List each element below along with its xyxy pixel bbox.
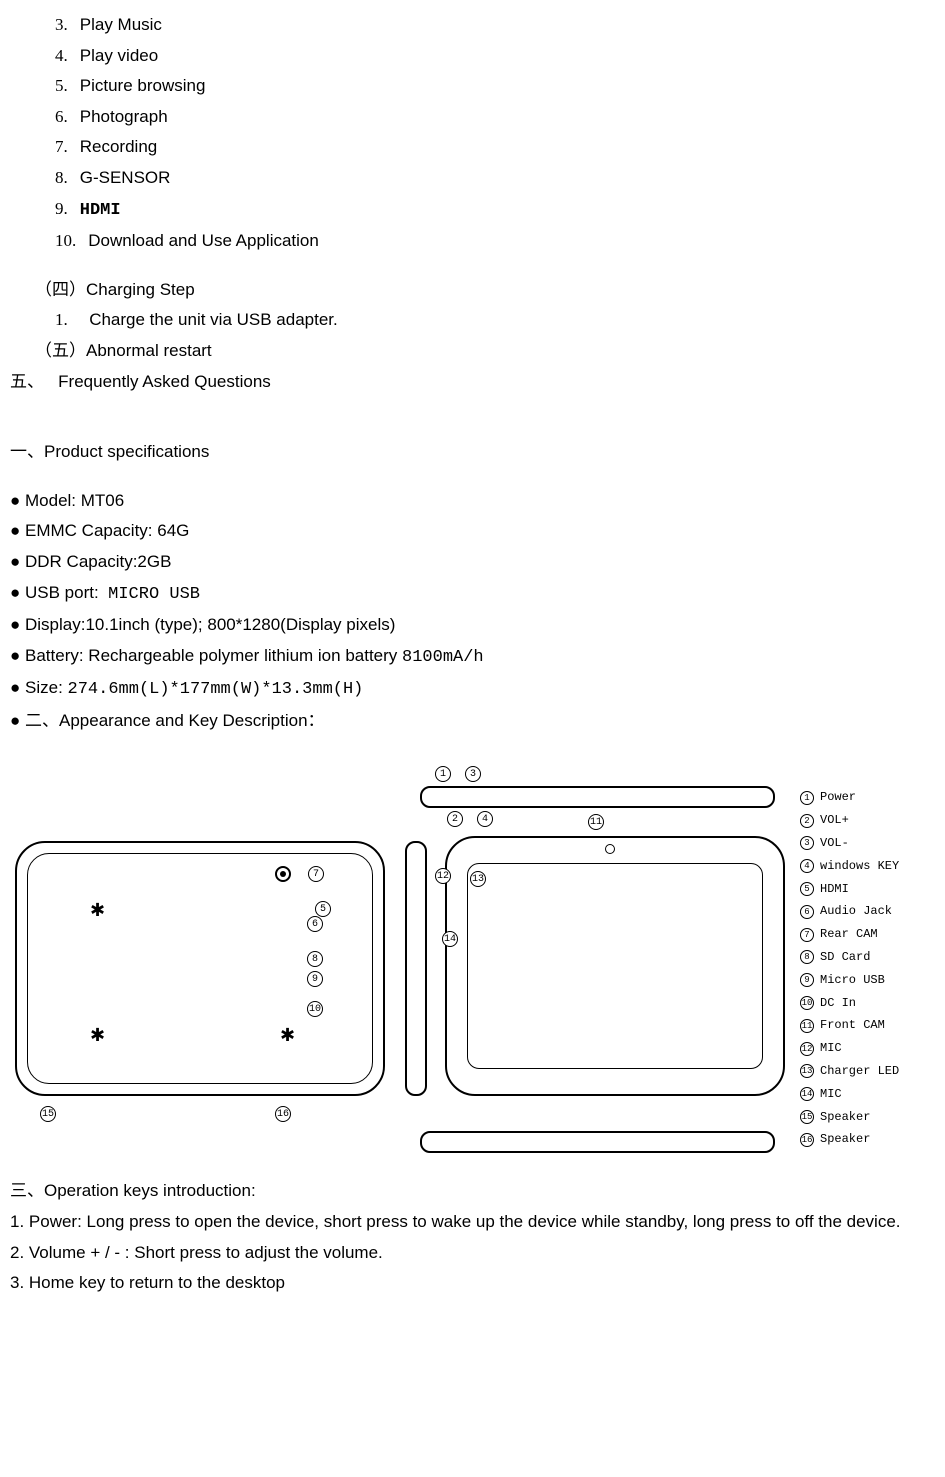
spec-item: EMMC Capacity: 64G <box>10 516 940 547</box>
legend-row: 3VOL- <box>800 832 899 855</box>
toc-item: 10.Download and Use Application <box>5 226 940 257</box>
legend-row: 15Speaker <box>800 1106 899 1129</box>
legend-row: 8SD Card <box>800 946 899 969</box>
toc-item: 5.Picture browsing <box>5 71 940 102</box>
toc-section-5: （五）Abnormal restart <box>5 336 940 367</box>
legend-row: 1Power <box>800 786 899 809</box>
spec-item: Battery: Rechargeable polymer lithium io… <box>10 641 940 674</box>
device-bottom-edge <box>420 1131 775 1153</box>
toc-item: 8.G-SENSOR <box>5 163 940 194</box>
spec-item: Display:10.1inch (type); 800*1280(Displa… <box>10 610 940 641</box>
product-specs-header: 一、Product specifications <box>5 437 940 468</box>
spec-item: Model: MT06 <box>10 486 940 517</box>
device-side-edge <box>405 841 427 1096</box>
operation-item: 1. Power: Long press to open the device,… <box>5 1207 940 1238</box>
operation-item: 3. Home key to return to the desktop <box>5 1268 940 1299</box>
toc-item: 7.Recording <box>5 132 940 163</box>
legend-row: 5HDMI <box>800 878 899 901</box>
legend-row: 13Charger LED <box>800 1060 899 1083</box>
legend-row: 10DC In <box>800 992 899 1015</box>
operation-item: 2. Volume + / - : Short press to adjust … <box>5 1238 940 1269</box>
operation-keys-header: 三、Operation keys introduction: <box>5 1176 940 1207</box>
toc-section-faq: 五、 Frequently Asked Questions <box>5 367 940 398</box>
diagram-legend: 1Power2VOL+3VOL-4windows KEY5HDMI6Audio … <box>800 786 899 1151</box>
toc-item: 4.Play video <box>5 41 940 72</box>
toc-item: 9.HDMI <box>5 194 940 227</box>
spec-item: USB port: MICRO USB <box>10 578 940 611</box>
legend-row: 9Micro USB <box>800 969 899 992</box>
legend-row: 2VOL+ <box>800 809 899 832</box>
legend-row: 6Audio Jack <box>800 900 899 923</box>
device-top-edge <box>420 786 775 808</box>
legend-row: 7Rear CAM <box>800 923 899 946</box>
device-front-view <box>445 836 785 1096</box>
appearance-diagram: ✱ ✱ ✱ 7 5 6 8 9 10 15 16 1 3 2 4 11 12 1… <box>5 766 940 1156</box>
device-back-view <box>15 841 385 1096</box>
spec-item: DDR Capacity:2GB <box>10 547 940 578</box>
legend-row: 14MIC <box>800 1083 899 1106</box>
spec-item: 二、Appearance and Key Description： <box>10 706 940 737</box>
spec-item: Size: 274.6mm(L)*177mm(W)*13.3mm(H) <box>10 673 940 706</box>
toc-item: 1. Charge the unit via USB adapter. <box>5 305 940 336</box>
toc-section-4: （四）Charging Step <box>5 275 940 306</box>
legend-row: 12MIC <box>800 1037 899 1060</box>
product-specs-list: Model: MT06 EMMC Capacity: 64G DDR Capac… <box>5 486 940 737</box>
legend-row: 16Speaker <box>800 1128 899 1151</box>
toc-item: 6.Photograph <box>5 102 940 133</box>
legend-row: 11Front CAM <box>800 1014 899 1037</box>
legend-row: 4windows KEY <box>800 855 899 878</box>
toc-item: 3.Play Music <box>5 10 940 41</box>
